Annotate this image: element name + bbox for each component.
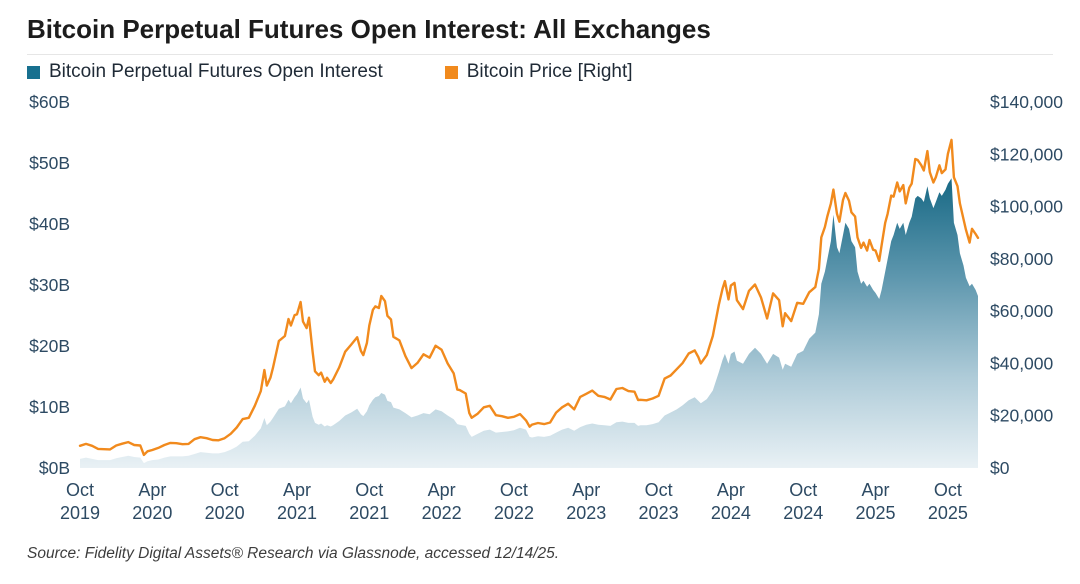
x-axis-year-label: 2025: [928, 503, 968, 523]
x-axis-year-label: 2021: [277, 503, 317, 523]
left-axis-label: $20B: [29, 336, 70, 356]
left-axis-label: $50B: [29, 153, 70, 173]
x-axis-year-label: 2022: [494, 503, 534, 523]
title-divider: [27, 54, 1053, 55]
x-axis-month-label: Oct: [211, 480, 239, 500]
legend-label-open-interest: Bitcoin Perpetual Futures Open Interest: [49, 61, 383, 82]
left-axis-label: $30B: [29, 275, 70, 295]
x-axis-year-label: 2023: [566, 503, 606, 523]
right-axis-label: $0: [990, 458, 1010, 478]
left-axis-label: $60B: [29, 92, 70, 112]
x-axis-year-label: 2024: [783, 503, 823, 523]
right-axis-label: $80,000: [990, 249, 1054, 269]
open-interest-area-series: [80, 178, 978, 469]
price-swatch-icon: [444, 65, 458, 79]
right-axis-label: $60,000: [990, 301, 1054, 321]
right-axis-label: $20,000: [990, 406, 1054, 426]
x-axis-year-label: 2020: [132, 503, 172, 523]
x-axis-month-label: Oct: [789, 480, 817, 500]
x-axis-month-label: Apr: [283, 480, 311, 500]
x-axis-month-label: Apr: [428, 480, 456, 500]
right-axis-label: $40,000: [990, 353, 1054, 373]
x-axis-year-label: 2023: [639, 503, 679, 523]
left-axis-label: $10B: [29, 397, 70, 417]
right-axis-label: $120,000: [990, 144, 1063, 164]
x-axis-month-label: Oct: [355, 480, 383, 500]
legend-label-price: Bitcoin Price [Right]: [466, 61, 633, 82]
legend-item-price: Bitcoin Price [Right]: [444, 61, 633, 83]
page-title: Bitcoin Perpetual Futures Open Interest:…: [27, 14, 711, 44]
open-interest-swatch-icon: [27, 65, 40, 79]
x-axis-month-label: Apr: [572, 480, 600, 500]
price-line-series: [78, 138, 980, 457]
x-axis-year-label: 2025: [856, 503, 896, 523]
x-axis-year-label: 2024: [711, 503, 751, 523]
x-axis-year-label: 2022: [422, 503, 462, 523]
x-axis-month-label: Oct: [500, 480, 528, 500]
left-axis-label: $0B: [39, 458, 70, 478]
x-axis-month-label: Oct: [934, 480, 962, 500]
x-axis-year-label: 2020: [205, 503, 245, 523]
source-note: Source: Fidelity Digital Assets® Researc…: [27, 545, 560, 562]
left-axis-label: $40B: [29, 214, 70, 234]
legend: Bitcoin Perpetual Futures Open Interest …: [27, 61, 633, 83]
x-axis-month-label: Apr: [717, 480, 745, 500]
x-axis-month-label: Apr: [862, 480, 890, 500]
x-axis-year-label: 2021: [349, 503, 389, 523]
right-axis-label: $100,000: [990, 197, 1063, 217]
x-axis-year-label: 2019: [60, 503, 100, 523]
legend-item-open-interest: Bitcoin Perpetual Futures Open Interest: [27, 61, 383, 83]
x-axis-month-label: Apr: [138, 480, 166, 500]
x-axis-month-label: Oct: [66, 480, 94, 500]
right-axis-label: $140,000: [990, 92, 1063, 112]
x-axis-month-label: Oct: [645, 480, 673, 500]
